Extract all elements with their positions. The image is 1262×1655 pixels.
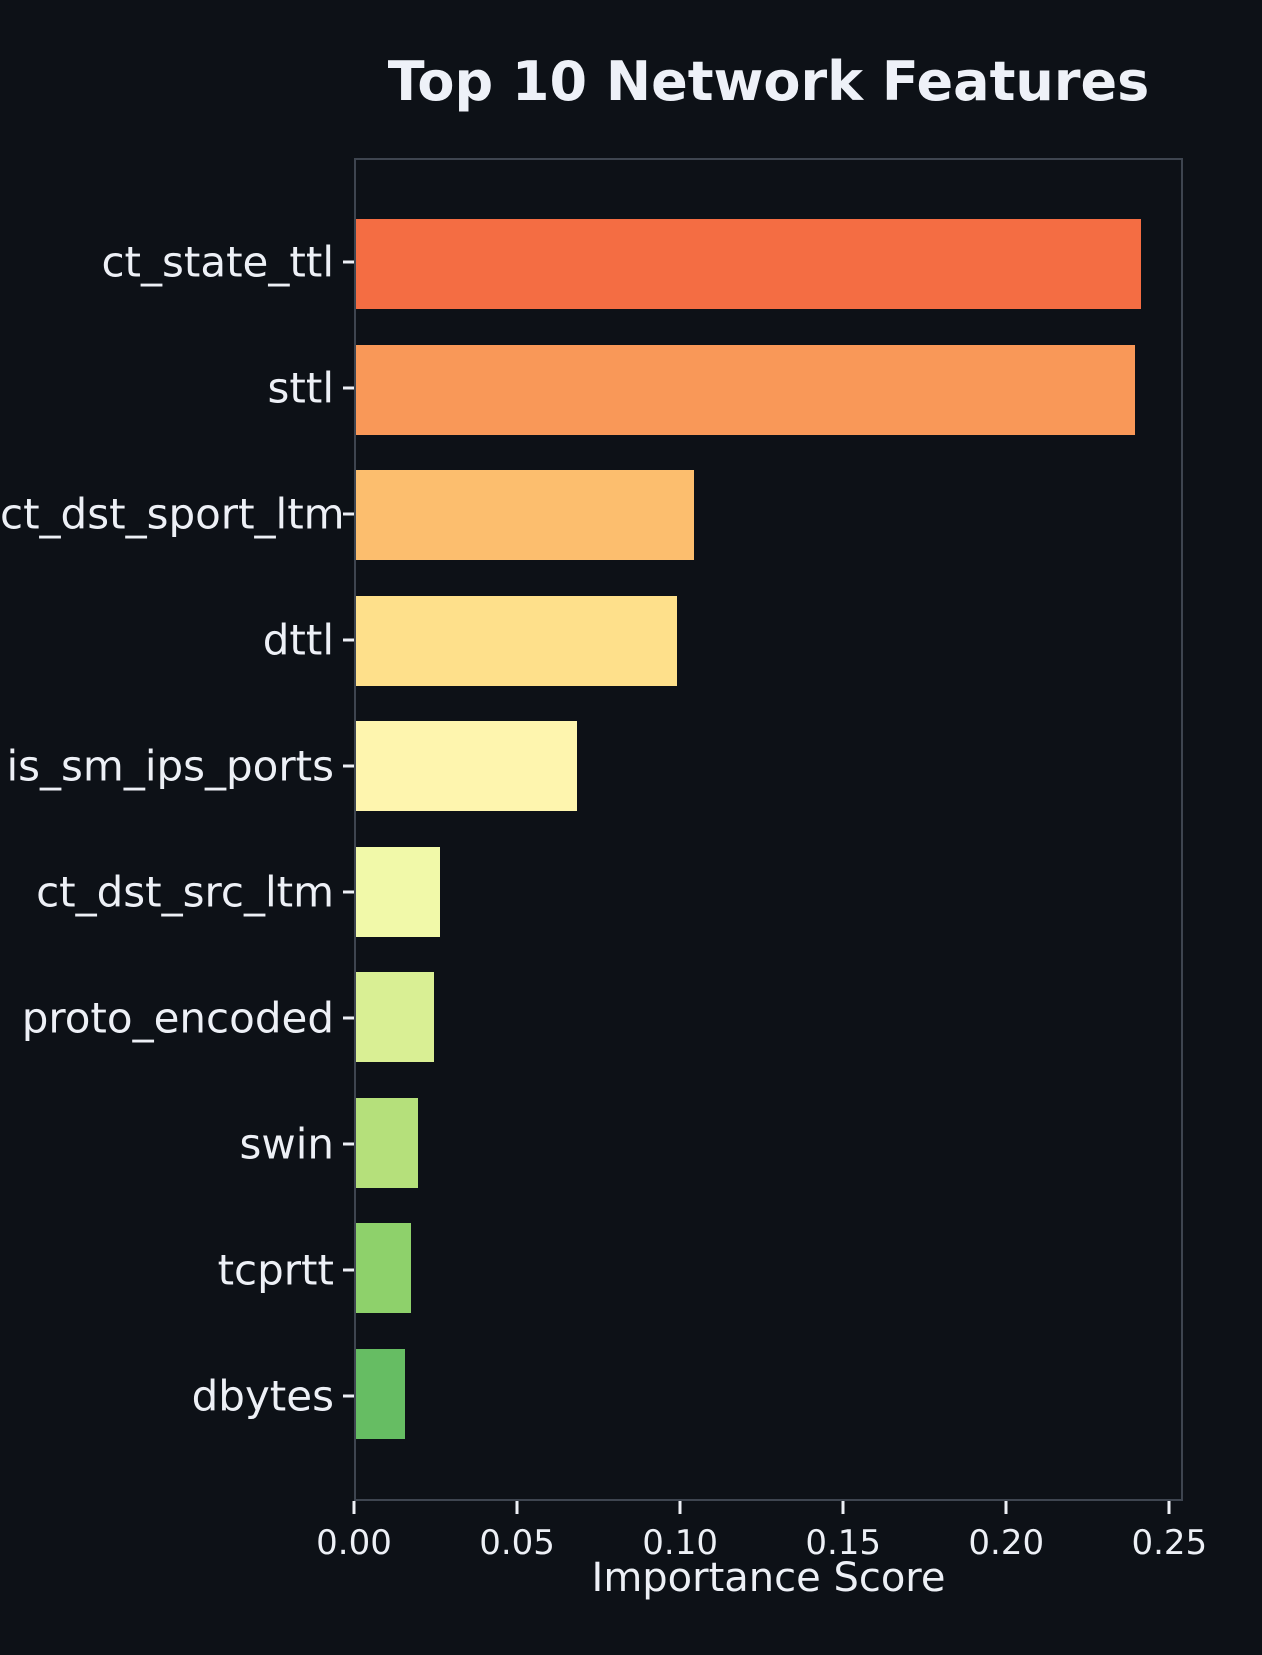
y-tick-label: dttl <box>262 615 334 665</box>
y-tick-label: ct_dst_src_ltm <box>36 867 334 917</box>
x-tick-label: 0.05 <box>479 1523 555 1563</box>
y-tick-label: is_sm_ips_ports <box>6 741 334 791</box>
y-tick-label: sttl <box>267 363 335 413</box>
bar-tcprtt <box>356 1223 412 1314</box>
bar-is_sm_ips_ports <box>356 721 577 812</box>
x-axis-label: Importance Score <box>591 1555 946 1601</box>
x-tick-label: 0.10 <box>642 1523 718 1563</box>
y-tick-mark <box>343 890 354 894</box>
y-tick-mark <box>343 764 354 768</box>
x-tick-label: 0.20 <box>968 1523 1045 1563</box>
y-tick-mark <box>343 386 354 390</box>
bar-dbytes <box>356 1348 405 1439</box>
x-tick-label: 0.15 <box>805 1523 882 1563</box>
bar-ct_dst_sport_ltm <box>356 470 694 561</box>
x-tick-mark <box>1004 1501 1008 1514</box>
x-tick-mark <box>841 1501 845 1514</box>
y-tick-mark <box>343 638 354 642</box>
bar-dttl <box>356 595 678 686</box>
bar-proto_encoded <box>356 972 434 1063</box>
x-tick-mark <box>1167 1501 1171 1514</box>
bar-ct_state_ttl <box>356 219 1142 310</box>
y-tick-mark <box>343 512 354 516</box>
x-tick-label: 0.25 <box>1131 1523 1208 1563</box>
y-tick-label: swin <box>239 1119 334 1169</box>
bar-ct_dst_src_ltm <box>356 846 441 937</box>
chart-title: Top 10 Network Features <box>387 50 1150 113</box>
x-tick-mark <box>352 1501 356 1514</box>
y-tick-mark <box>343 1142 354 1146</box>
bar-sttl <box>356 344 1135 435</box>
x-tick-mark <box>515 1501 519 1514</box>
y-tick-label: ct_dst_sport_ltm <box>0 489 345 539</box>
y-tick-label: tcprtt <box>217 1245 334 1295</box>
y-tick-mark <box>343 1268 354 1272</box>
x-tick-label: 0.00 <box>316 1523 392 1563</box>
y-tick-mark <box>343 1016 354 1020</box>
y-tick-mark <box>343 1394 354 1398</box>
x-axis: 0.00 0.05 0.10 0.15 0.20 0.25 <box>316 1501 1207 1581</box>
bar-swin <box>356 1097 418 1188</box>
x-tick-mark <box>678 1501 682 1514</box>
y-tick-mark <box>343 260 354 264</box>
y-tick-label: ct_state_ttl <box>101 237 334 287</box>
y-tick-label: dbytes <box>191 1371 334 1421</box>
plot-area <box>354 158 1183 1501</box>
y-tick-label: proto_encoded <box>21 993 334 1043</box>
